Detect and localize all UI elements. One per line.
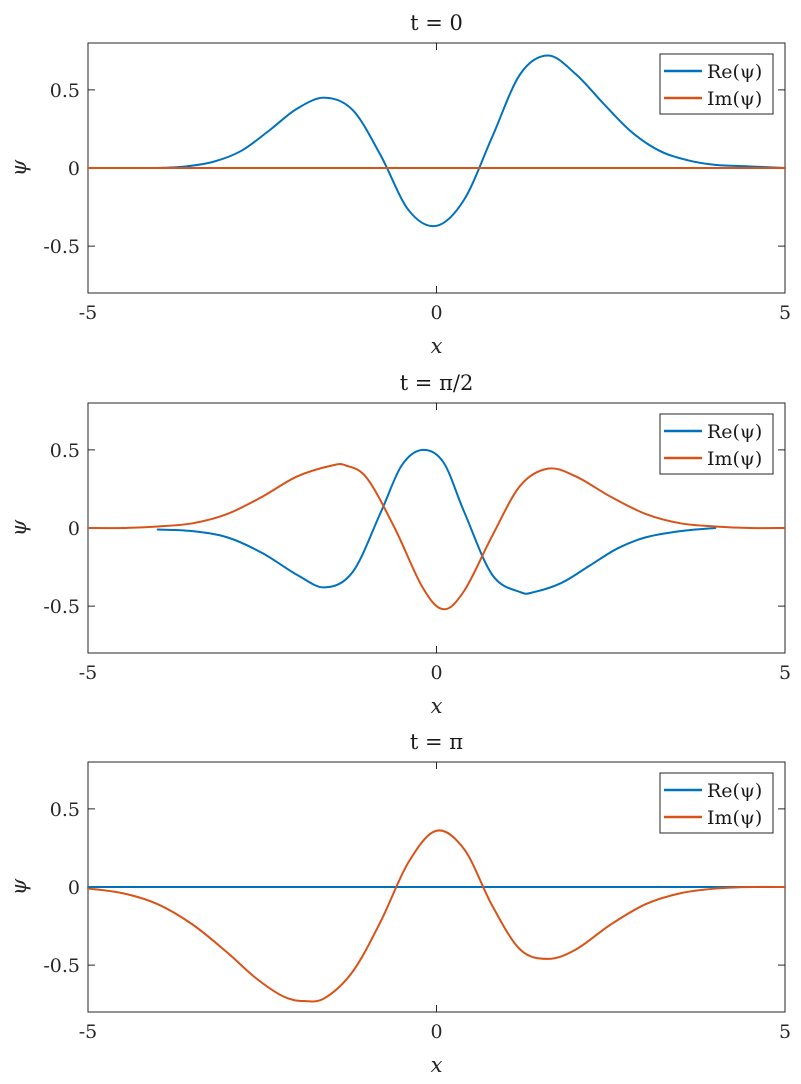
y-tick-label: 0.5	[50, 799, 80, 821]
x-tick-label: 5	[779, 662, 791, 684]
y-tick-label: 0	[68, 877, 80, 899]
y-tick-label: -0.5	[43, 955, 80, 977]
legend: Re(ψ) Im(ψ)	[659, 413, 774, 475]
x-axis-label: x	[431, 694, 443, 718]
x-tick-label: -5	[79, 1021, 98, 1043]
chart-title: t = 0	[410, 11, 463, 35]
y-tick-label: 0.5	[50, 440, 80, 462]
x-axis-label: x	[431, 334, 443, 358]
x-tick-label: 0	[430, 662, 442, 684]
y-axis-label: ψ	[7, 159, 31, 176]
chart-panel-1: t = 0 -5 0 5 0.5 0 -0.5 x ψ Re(ψ) Im(ψ)	[7, 11, 791, 358]
series-line-re	[156, 448, 717, 595]
y-axis-label: ψ	[7, 878, 31, 895]
y-tick-label: 0	[68, 158, 80, 180]
y-tick-label: 0.5	[50, 80, 80, 102]
y-axis-label: ψ	[7, 519, 31, 536]
x-tick-label: 5	[779, 302, 791, 324]
legend-entry: Im(ψ)	[707, 88, 762, 110]
legend-box	[659, 53, 774, 115]
x-axis-label: x	[431, 1053, 443, 1077]
y-tick-label: 0	[68, 518, 80, 540]
y-tick-label: -0.5	[43, 596, 80, 618]
chart-title: t = π	[410, 730, 463, 754]
x-tick-label: -5	[79, 302, 98, 324]
chart-title: t = π/2	[400, 371, 474, 395]
legend-entry: Re(ψ)	[707, 61, 762, 83]
series-line-im	[87, 829, 786, 1003]
legend-box	[659, 772, 774, 834]
legend-entry: Re(ψ)	[707, 421, 762, 443]
y-tick-label: -0.5	[43, 236, 80, 258]
legend: Re(ψ) Im(ψ)	[659, 772, 774, 834]
x-tick-label: 0	[430, 302, 442, 324]
legend-box	[659, 413, 774, 475]
x-tick-label: -5	[79, 662, 98, 684]
series-line-im	[87, 463, 786, 611]
legend-entry: Im(ψ)	[707, 807, 762, 829]
x-tick-label: 5	[779, 1021, 791, 1043]
legend-entry: Im(ψ)	[707, 448, 762, 470]
legend: Re(ψ) Im(ψ)	[659, 53, 774, 115]
chart-panel-3: t = π -5 0 5 0.5 0 -0.5 x ψ Re(ψ) Im(ψ)	[7, 730, 791, 1077]
series-line-re	[156, 54, 786, 228]
x-tick-label: 0	[430, 1021, 442, 1043]
chart-panel-2: t = π/2 -5 0 5 0.5 0 -0.5 x ψ Re(ψ) Im(ψ)	[7, 371, 791, 718]
legend-entry: Re(ψ)	[707, 780, 762, 802]
